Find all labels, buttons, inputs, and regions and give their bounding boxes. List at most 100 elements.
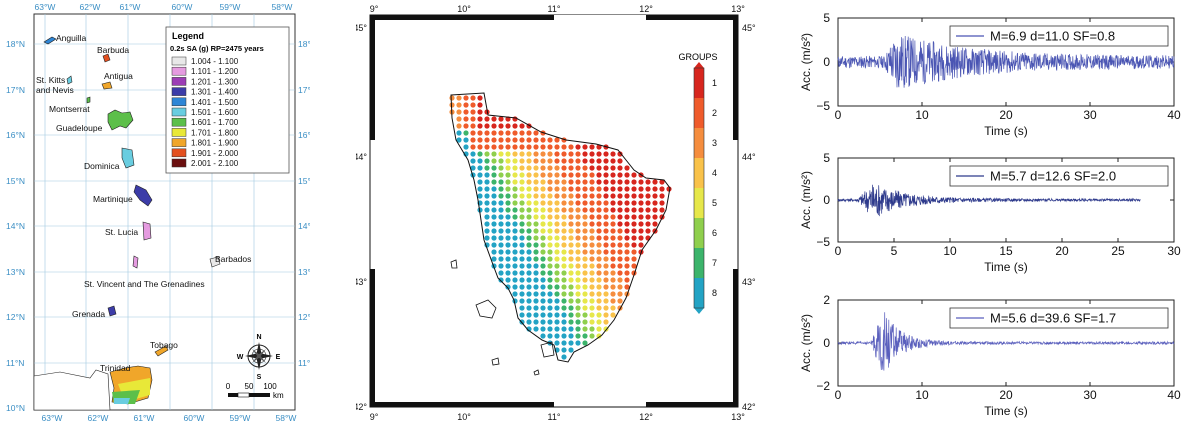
station-dot <box>575 228 581 234</box>
station-dot <box>575 277 581 283</box>
station-dot <box>568 256 574 262</box>
station-dot <box>456 102 462 108</box>
station-dot <box>491 214 497 220</box>
station-dot <box>540 333 546 339</box>
station-dot <box>533 270 539 276</box>
station-dot <box>596 326 602 332</box>
station-dot <box>596 186 602 192</box>
station-dot <box>498 130 504 136</box>
legend-swatch <box>171 128 187 137</box>
station-dot <box>610 179 616 185</box>
station-dot <box>631 172 637 178</box>
legend-label: 1.301 - 1.400 <box>191 88 239 97</box>
station-dot <box>631 186 637 192</box>
station-dot <box>540 151 546 157</box>
colorbar-segment <box>694 248 704 278</box>
station-dot <box>624 193 630 199</box>
station-dot <box>547 305 553 311</box>
station-dot <box>589 193 595 199</box>
station-dot <box>568 158 574 164</box>
colorbar-label: 8 <box>712 288 717 298</box>
station-dot <box>596 312 602 318</box>
station-dot <box>596 263 602 269</box>
station-dot <box>561 151 567 157</box>
station-dot <box>603 249 609 255</box>
station-dot <box>589 256 595 262</box>
y-tick-label: 0 <box>823 336 830 350</box>
station-dot <box>456 130 462 136</box>
station-dot <box>561 319 567 325</box>
label-dominica: Dominica <box>84 161 120 171</box>
legend-swatch <box>171 148 187 158</box>
station-dot <box>540 193 546 199</box>
station-dot <box>484 186 490 192</box>
station-dot <box>561 221 567 227</box>
station-dot <box>582 193 588 199</box>
station-dot <box>463 137 469 143</box>
station-dot <box>505 172 511 178</box>
colorbar-segment <box>694 128 704 158</box>
lat-tick-right: 17°N <box>298 85 310 95</box>
station-dot <box>477 165 483 171</box>
station-dot <box>638 193 644 199</box>
station-dot <box>554 249 560 255</box>
station-dot <box>512 235 518 241</box>
legend-swatch <box>171 66 187 76</box>
colorbar-segment <box>694 158 704 188</box>
legend-label: 1.004 - 1.100 <box>191 57 239 66</box>
island-guadeloupe <box>107 109 134 131</box>
station-dot <box>603 263 609 269</box>
station-dot <box>512 123 518 129</box>
acceleration-series <box>837 312 1175 371</box>
station-dot <box>526 305 532 311</box>
station-dot <box>491 228 497 234</box>
station-dot <box>575 298 581 304</box>
station-dot <box>589 298 595 304</box>
station-dot <box>568 214 574 220</box>
station-dot <box>470 123 476 129</box>
x-axis-label: Time (s) <box>984 124 1028 138</box>
station-dot <box>547 249 553 255</box>
station-dot <box>568 242 574 248</box>
station-dot <box>561 305 567 311</box>
station-dot <box>603 305 609 311</box>
legend-label: 1.701 - 1.800 <box>191 128 239 137</box>
station-dot <box>554 151 560 157</box>
station-dot <box>624 249 630 255</box>
station-dot <box>526 263 532 269</box>
station-dot <box>491 151 497 157</box>
station-dot <box>491 123 497 129</box>
station-dot <box>449 102 455 108</box>
station-dot <box>603 277 609 283</box>
station-dot <box>540 298 546 304</box>
station-dot <box>477 193 483 199</box>
lat-tick-right: 18°N <box>298 39 310 49</box>
station-dot <box>645 179 651 185</box>
station-dot <box>484 151 490 157</box>
station-dot <box>554 270 560 276</box>
colorbar-label: 5 <box>712 198 717 208</box>
station-dot <box>652 214 658 220</box>
station-dot <box>526 144 532 150</box>
station-dot <box>512 172 518 178</box>
station-dot <box>561 144 567 150</box>
lat-tick-right: 44° <box>742 152 756 162</box>
station-dot <box>477 158 483 164</box>
station-dot <box>575 291 581 297</box>
station-dot <box>519 228 525 234</box>
station-dot <box>512 137 518 143</box>
station-dot <box>540 165 546 171</box>
station-dot <box>561 298 567 304</box>
station-dot <box>624 179 630 185</box>
station-dot <box>505 214 511 220</box>
island-st-kitts <box>66 75 73 85</box>
island-barbuda <box>102 53 111 63</box>
station-dot <box>568 207 574 213</box>
station-dot <box>463 102 469 108</box>
label-barbados: Barbados <box>215 254 251 264</box>
station-dot <box>603 235 609 241</box>
station-dot <box>561 277 567 283</box>
mainland-venezuela <box>33 369 111 411</box>
station-dot <box>470 137 476 143</box>
station-dot <box>533 172 539 178</box>
